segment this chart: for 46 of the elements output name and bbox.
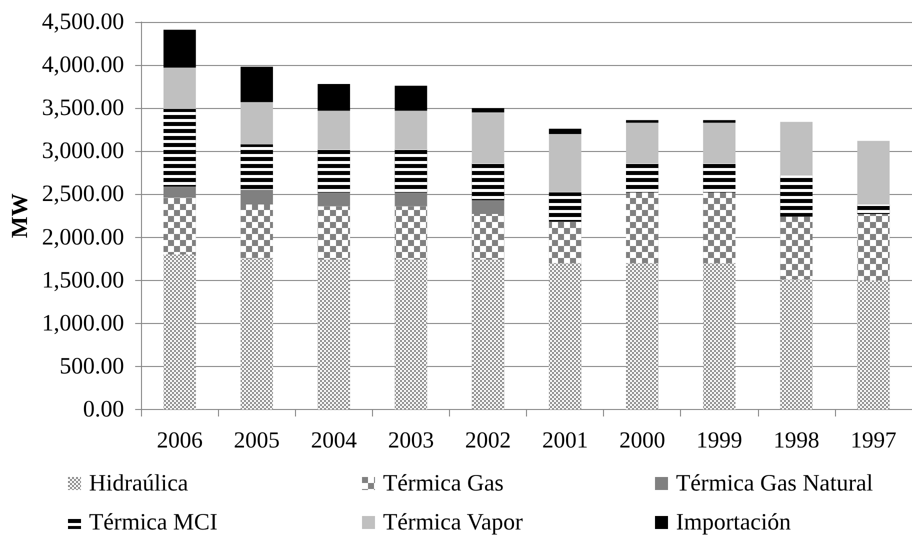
- bar: [626, 122, 658, 164]
- bar: [394, 86, 428, 111]
- legend-label: Térmica Gas: [383, 470, 504, 496]
- y-tick-label: 0.00: [83, 396, 124, 422]
- bar: [472, 112, 504, 164]
- y-tick-label: 3,000.00: [42, 138, 124, 164]
- x-tick-label: 2002: [465, 428, 512, 452]
- y-tick-label: 2,000.00: [42, 224, 124, 250]
- x-tick-label: 2000: [619, 428, 666, 452]
- y-tick-label: 500.00: [60, 353, 124, 380]
- bar: [626, 120, 658, 123]
- y-tick-label: 4,000.00: [42, 52, 124, 78]
- bar: [164, 68, 196, 109]
- legend-label: Térmica Vapor: [383, 510, 524, 535]
- bar: [318, 84, 350, 111]
- legend-label: Térmica Gas Natural: [676, 470, 874, 496]
- y-axis-title: MW: [7, 193, 32, 238]
- bar: [703, 120, 736, 123]
- bar: [780, 122, 813, 176]
- x-tick-label: 2004: [310, 428, 358, 452]
- legend-label: Térmica MCI: [89, 510, 218, 535]
- bar: [857, 140, 890, 205]
- bar: [548, 134, 582, 192]
- y-tick-label: 1,000.00: [42, 310, 124, 336]
- bar: [318, 110, 350, 150]
- bar: [472, 108, 504, 112]
- x-tick-label: 1998: [773, 428, 820, 452]
- bar: [548, 128, 582, 134]
- bar: [472, 200, 504, 214]
- x-tick-label: 1997: [850, 428, 896, 452]
- x-tick-label: 1999: [696, 428, 742, 452]
- bar: [394, 110, 428, 150]
- x-tick-label: 2006: [156, 428, 203, 452]
- legend-label: Importación: [676, 510, 792, 535]
- legend-label: Hidraúlica: [89, 470, 189, 496]
- bar: [240, 66, 273, 102]
- bar: [703, 122, 736, 164]
- y-tick-label: 2,500.00: [42, 181, 124, 208]
- bar: [164, 30, 196, 68]
- bar: [240, 102, 273, 144]
- x-tick-label: 2005: [234, 428, 280, 452]
- y-tick-label: 1,500.00: [42, 267, 124, 294]
- x-tick-label: 2001: [542, 428, 588, 452]
- x-tick-label: 2003: [388, 428, 434, 452]
- y-tick-label: 4,500.00: [42, 9, 124, 35]
- y-tick-label: 3,500.00: [42, 95, 124, 122]
